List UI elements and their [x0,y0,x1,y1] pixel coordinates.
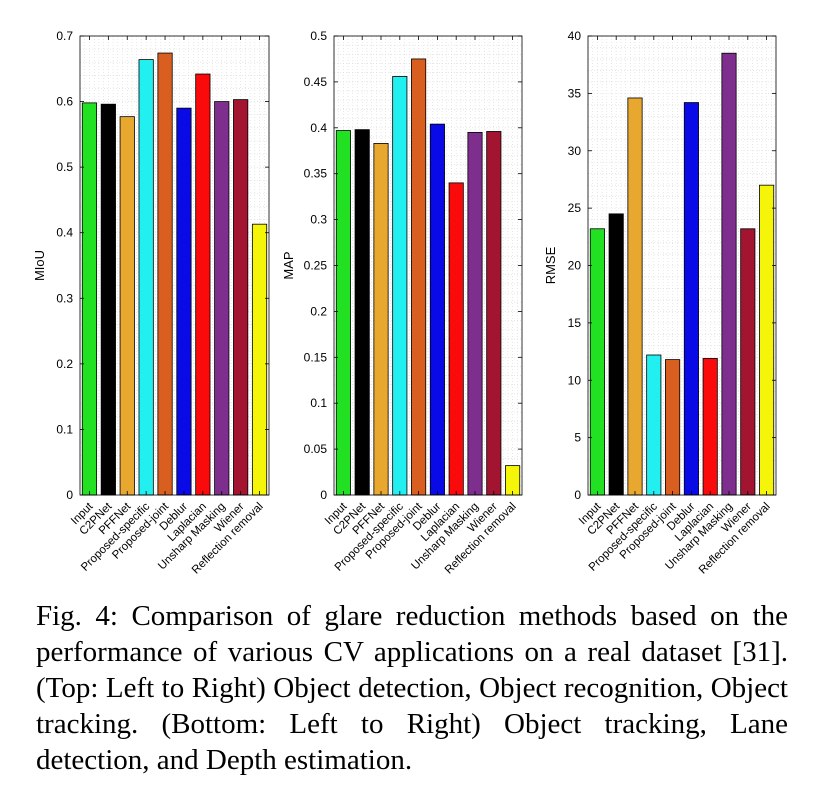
bar-pffnet [119,116,135,496]
bar-proposed-joint [157,52,173,496]
bar-deblur [176,107,192,496]
bar-unsharp-masking [214,101,230,496]
bar-reflection-removal [759,184,775,496]
y-tick-label: 0 [66,488,73,502]
chart-panel: 0510152025303540InputC2PNetPFFNetPropose… [543,29,777,576]
y-tick-label: 0.25 [304,259,328,273]
bar-unsharp-masking [467,131,483,496]
y-tick-label: 35 [568,86,582,100]
y-tick-label: 15 [568,316,582,330]
bar-wiener [233,99,249,496]
bar-pffnet [373,143,389,496]
y-tick-label: 0 [320,488,327,502]
bar-proposed-joint [411,58,427,496]
y-tick-label: 40 [568,29,582,43]
chart-panel: 00.10.20.30.40.50.60.7InputC2PNetPFFNetP… [32,29,270,576]
bar-proposed-specific [392,75,408,496]
y-tick-label: 10 [568,373,582,387]
bar-laplacian [195,73,211,496]
y-tick-label: 0.45 [304,75,328,89]
y-tick-label: 5 [574,431,581,445]
y-tick-label: 0.15 [304,350,328,364]
y-tick-label: 0.35 [304,167,328,181]
y-axis-label: RMSE [543,246,558,284]
bar-laplacian [702,358,718,496]
y-tick-label: 0.3 [310,213,327,227]
y-axis-label: MAP [281,251,296,279]
bar-unsharp-masking [721,52,737,496]
bar-reflection-removal [505,465,521,496]
chart-panels: 00.10.20.30.40.50.60.7InputC2PNetPFFNetP… [32,29,777,576]
bar-laplacian [448,182,464,496]
plot-frame [79,35,270,496]
bar-wiener [740,228,756,496]
y-tick-label: 0.7 [56,29,73,43]
y-tick-label: 0.4 [56,226,73,240]
chart-panel: 00.050.10.150.20.250.30.350.40.450.5Inpu… [281,29,523,576]
bar-wiener [486,131,502,496]
y-tick-label: 0.3 [56,291,73,305]
y-axis-label: MIoU [32,250,47,281]
y-tick-label: 0.6 [56,95,73,109]
bar-deblur [429,123,445,496]
y-tick-label: 0.2 [310,304,327,318]
bar-c2pnet [100,103,116,496]
bar-c2pnet [354,129,370,496]
bar-proposed-specific [646,354,662,496]
y-tick-label: 0.5 [56,160,73,174]
y-tick-label: 0 [574,488,581,502]
y-tick-label: 20 [568,259,582,273]
y-tick-label: 0.1 [310,396,327,410]
y-tick-label: 0.4 [310,121,327,135]
y-tick-label: 0.2 [56,357,73,371]
y-tick-label: 30 [568,144,582,158]
bar-c2pnet [608,213,624,496]
figure-caption: Fig. 4: Comparison of glare reduction me… [36,600,788,776]
bar-pffnet [627,97,643,496]
bar-proposed-specific [138,59,154,496]
bar-reflection-removal [251,223,268,496]
bar-input [335,130,351,496]
bar-deblur [683,102,699,496]
y-tick-label: 0.5 [310,29,327,43]
bar-input [589,228,605,496]
bar-proposed-joint [665,359,681,496]
y-tick-label: 25 [568,201,582,215]
y-tick-label: 0.1 [56,422,73,436]
y-tick-label: 0.05 [304,442,328,456]
bar-input [81,102,98,496]
